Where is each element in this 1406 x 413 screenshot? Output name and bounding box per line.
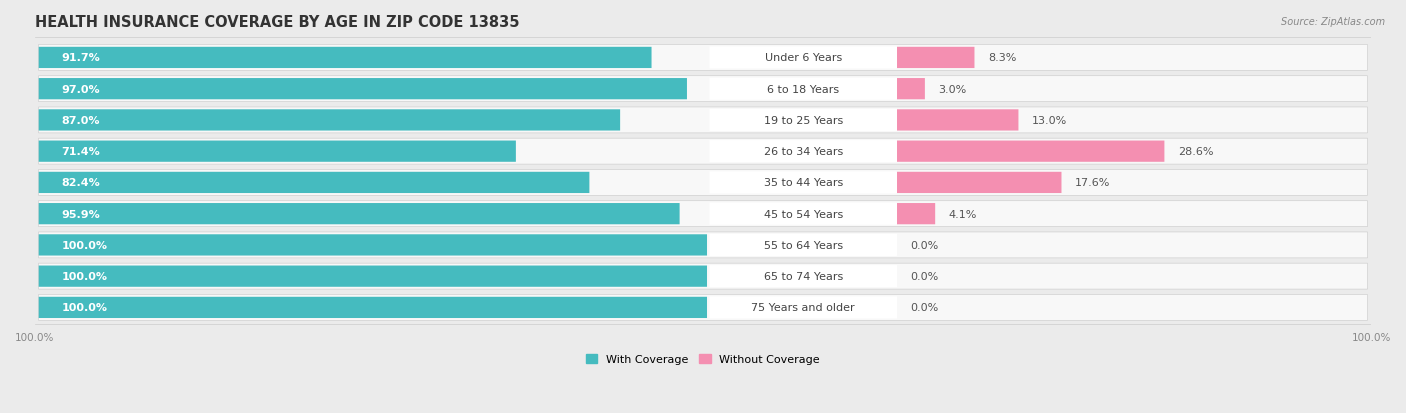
FancyBboxPatch shape [710,141,897,163]
Text: 28.6%: 28.6% [1178,147,1213,157]
Text: 65 to 74 Years: 65 to 74 Years [763,271,842,282]
Text: 95.9%: 95.9% [62,209,100,219]
Text: 4.1%: 4.1% [949,209,977,219]
Text: 71.4%: 71.4% [62,147,100,157]
FancyBboxPatch shape [39,141,516,162]
Text: Under 6 Years: Under 6 Years [765,53,842,63]
FancyBboxPatch shape [897,204,935,225]
Text: 87.0%: 87.0% [62,116,100,126]
Text: 100.0%: 100.0% [62,303,107,313]
Text: 100.0%: 100.0% [62,240,107,250]
FancyBboxPatch shape [38,108,1368,133]
FancyBboxPatch shape [39,79,688,100]
Text: 82.4%: 82.4% [62,178,100,188]
Text: 13.0%: 13.0% [1032,116,1067,126]
Text: 0.0%: 0.0% [910,303,938,313]
FancyBboxPatch shape [39,110,620,131]
FancyBboxPatch shape [710,297,897,319]
Text: 17.6%: 17.6% [1074,178,1111,188]
FancyBboxPatch shape [38,76,1368,102]
FancyBboxPatch shape [39,204,679,225]
Text: 35 to 44 Years: 35 to 44 Years [763,178,842,188]
FancyBboxPatch shape [38,45,1368,71]
FancyBboxPatch shape [710,203,897,225]
FancyBboxPatch shape [897,110,1018,131]
Text: 19 to 25 Years: 19 to 25 Years [763,116,842,126]
Text: 91.7%: 91.7% [62,53,100,63]
Text: 45 to 54 Years: 45 to 54 Years [763,209,842,219]
Text: 0.0%: 0.0% [910,271,938,282]
FancyBboxPatch shape [38,263,1368,290]
Text: 8.3%: 8.3% [988,53,1017,63]
FancyBboxPatch shape [710,234,897,256]
FancyBboxPatch shape [710,47,897,69]
FancyBboxPatch shape [39,297,707,318]
Text: HEALTH INSURANCE COVERAGE BY AGE IN ZIP CODE 13835: HEALTH INSURANCE COVERAGE BY AGE IN ZIP … [35,15,519,30]
Text: 3.0%: 3.0% [938,85,966,95]
Text: 26 to 34 Years: 26 to 34 Years [763,147,842,157]
Text: 75 Years and older: 75 Years and older [751,303,855,313]
FancyBboxPatch shape [897,141,1164,162]
FancyBboxPatch shape [39,47,651,69]
FancyBboxPatch shape [39,235,707,256]
FancyBboxPatch shape [710,109,897,132]
FancyBboxPatch shape [38,233,1368,258]
FancyBboxPatch shape [39,172,589,194]
FancyBboxPatch shape [710,78,897,100]
Text: 97.0%: 97.0% [62,85,100,95]
FancyBboxPatch shape [710,266,897,287]
FancyBboxPatch shape [897,172,1062,194]
Text: Source: ZipAtlas.com: Source: ZipAtlas.com [1281,17,1385,26]
Legend: With Coverage, Without Coverage: With Coverage, Without Coverage [582,350,824,369]
FancyBboxPatch shape [710,172,897,194]
FancyBboxPatch shape [897,47,974,69]
Text: 100.0%: 100.0% [62,271,107,282]
FancyBboxPatch shape [897,79,925,100]
Text: 55 to 64 Years: 55 to 64 Years [763,240,842,250]
FancyBboxPatch shape [38,139,1368,165]
Text: 0.0%: 0.0% [910,240,938,250]
FancyBboxPatch shape [38,201,1368,227]
FancyBboxPatch shape [38,170,1368,196]
FancyBboxPatch shape [38,295,1368,320]
FancyBboxPatch shape [39,266,707,287]
Text: 6 to 18 Years: 6 to 18 Years [768,85,839,95]
